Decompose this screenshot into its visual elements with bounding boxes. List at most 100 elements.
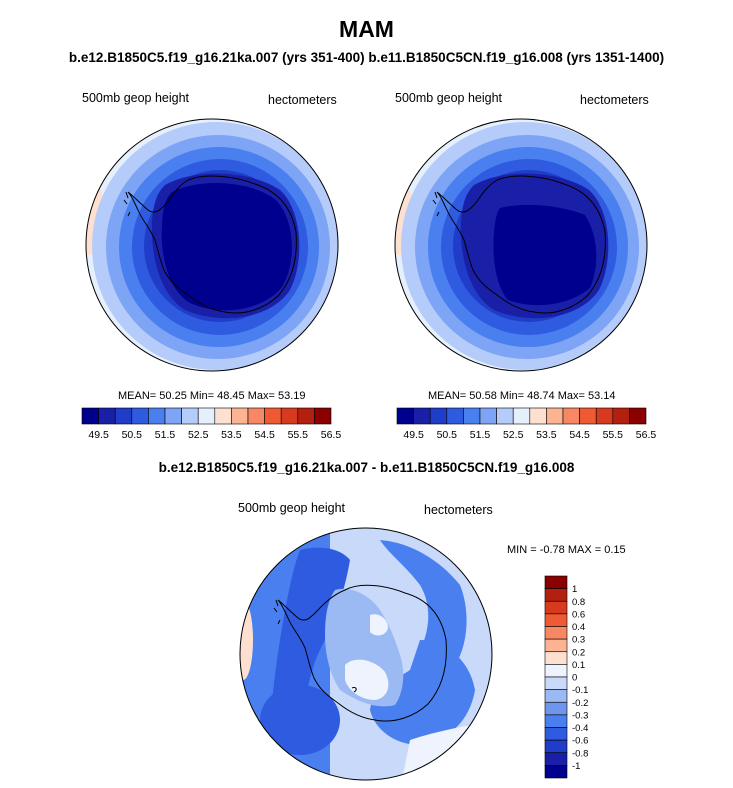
panel-2-min-label: Min= bbox=[499, 390, 525, 402]
figure-title: MAM bbox=[339, 16, 394, 42]
diff-colorbar-swatch bbox=[544, 638, 568, 653]
diff-colorbar-tick-label: 0.2 bbox=[572, 647, 585, 658]
panel-1-colorbar-tick-label: 55.5 bbox=[288, 429, 309, 441]
diff-colorbar-swatch bbox=[544, 651, 568, 665]
panel-1-colorbar-swatch bbox=[280, 407, 299, 425]
panel-2-colorbar-tick-label: 56.5 bbox=[636, 429, 657, 441]
diff-colorbar-swatch bbox=[544, 626, 568, 640]
panel-1-colorbar-tick-label: 54.5 bbox=[254, 429, 275, 441]
diff-colorbar bbox=[544, 575, 568, 779]
panel-2-colorbar-swatch bbox=[512, 407, 531, 425]
panel-2-colorbar-swatch bbox=[579, 407, 597, 425]
panel-2-max-value: 53.14 bbox=[587, 390, 616, 402]
diff-interior-spot bbox=[370, 614, 388, 636]
panel-2-mean-value: 50.58 bbox=[469, 390, 497, 402]
panel-1-colorbar-swatch bbox=[148, 407, 166, 425]
panel-1-units-label: hectometers bbox=[268, 93, 337, 107]
panel-1-stats: MEAN= 50.25 Min= 48.45 Max= 53.19 bbox=[118, 390, 306, 402]
diff-south-low bbox=[260, 685, 340, 755]
panel-2-colorbar-swatch bbox=[463, 407, 481, 425]
figure-subtitle: b.e12.B1850C5.f19_g16.21ka.007 (yrs 351-… bbox=[68, 50, 665, 65]
diff-southeast-band bbox=[370, 640, 475, 745]
diff-colorbar-swatch bbox=[544, 664, 568, 678]
panel-1-colorbar-tick-label: 53.5 bbox=[221, 429, 242, 441]
panel-2-colorbar-swatch bbox=[546, 407, 564, 425]
diff-min-max: MIN = -0.78 MAX = 0.15 bbox=[507, 544, 626, 556]
panel-1-colorbar-swatch bbox=[181, 407, 199, 425]
diff-colorbar-tick-label: 0 bbox=[572, 673, 577, 684]
panel-2-variable-label: 500mb geop height bbox=[395, 91, 503, 105]
panel-2-colorbar-swatch bbox=[479, 407, 497, 425]
diff-colorbar-swatch bbox=[544, 765, 568, 779]
panel-1-colorbar-swatch bbox=[297, 407, 315, 425]
panel-1-coastline bbox=[127, 175, 297, 314]
diff-colorbar-tick-label: 0.1 bbox=[572, 660, 585, 671]
panel-2-mean-label: MEAN= bbox=[428, 390, 467, 402]
diff-east-band bbox=[380, 540, 467, 660]
panel-1-colorbar-swatch bbox=[214, 407, 232, 425]
diff-colorbar-swatch bbox=[544, 575, 568, 589]
panel-1-mean-label: MEAN= bbox=[118, 390, 157, 402]
panel-1-colorbar-swatch bbox=[197, 407, 216, 425]
diff-colorbar-swatch bbox=[544, 600, 568, 615]
diff-boundary bbox=[239, 527, 493, 781]
panel-2-colorbar-tick-label: 55.5 bbox=[603, 429, 624, 441]
panel-2-colorbar-swatch bbox=[446, 407, 464, 425]
panel-2-coastline bbox=[436, 175, 606, 314]
panel-1-colorbar-swatch bbox=[131, 407, 149, 425]
panel-2-colorbar-tick-label: 49.5 bbox=[403, 429, 424, 441]
panel-1-colorbar-swatch bbox=[247, 407, 265, 425]
diff-colorbar-tick-label: 0.8 bbox=[572, 597, 585, 608]
panel-2-colorbar-tick-label: 52.5 bbox=[503, 429, 524, 441]
diff-map bbox=[240, 528, 492, 780]
panel-2-colorbar-tick-label: 54.5 bbox=[569, 429, 590, 441]
panel-2-colorbar-ticks: 49.5 50.5 51.5 52.5 53.5 54.5 55.5 56.5 bbox=[403, 429, 656, 441]
diff-colorbar-swatch bbox=[544, 676, 568, 690]
panel-1-colorbar-swatch bbox=[231, 407, 249, 425]
panel-1-colorbar-swatch bbox=[314, 407, 332, 425]
panel-2-min-value: 48.74 bbox=[527, 390, 555, 402]
panel-1-colorbar-tick-label: 52.5 bbox=[188, 429, 209, 441]
diff-colorbar-tick-label: -0.4 bbox=[572, 723, 588, 734]
panel-2-colorbar-swatch bbox=[496, 407, 514, 425]
panel-2-colorbar-tick-label: 50.5 bbox=[437, 429, 458, 441]
diff-colorbar-swatch bbox=[544, 588, 568, 602]
panel-1-variable-label: 500mb geop height bbox=[82, 91, 190, 105]
diff-coastline bbox=[277, 584, 447, 722]
panel-2-colorbar-swatch bbox=[413, 407, 431, 425]
panel-2-stats: MEAN= 50.58 Min= 48.74 Max= 53.14 bbox=[428, 390, 616, 402]
diff-colorbar-swatch bbox=[544, 739, 568, 754]
panel-2-boundary bbox=[394, 118, 648, 372]
diff-colorbar-tick-label: -1 bbox=[572, 761, 580, 772]
diff-colorbar-tick-label: -0.2 bbox=[572, 698, 588, 709]
diff-colorbar-tick-label: -0.6 bbox=[572, 736, 588, 747]
panel-2-colorbar bbox=[396, 407, 647, 425]
difference-title: b.e12.B1850C5.f19_g16.21ka.007 - b.e11.B… bbox=[158, 460, 575, 475]
panel-2-peninsula-islands bbox=[432, 191, 440, 217]
diff-colorbar-tick-label: 0.3 bbox=[572, 635, 585, 646]
diff-colorbar-swatch bbox=[544, 752, 568, 766]
panel-2-colorbar-swatch bbox=[562, 407, 580, 425]
panel-1-map bbox=[86, 119, 338, 371]
panel-1-min-value: 48.45 bbox=[217, 390, 245, 402]
panel-1-max-value: 53.19 bbox=[277, 390, 306, 402]
panel-1-colorbar-ticks: 49.5 50.5 51.5 52.5 53.5 54.5 55.5 56.5 bbox=[88, 429, 341, 441]
diff-colorbar-tick-label: -0.1 bbox=[572, 685, 588, 696]
panel-1-colorbar-swatch bbox=[164, 407, 182, 425]
diff-colorbar-ticks: 1 0.80.6 0.4 0.30.2 0.1 0-0.1 -0.2-0.3 -0.4 -0.6… bbox=[572, 584, 588, 772]
panel-2-colorbar-swatch bbox=[429, 407, 448, 425]
diff-colorbar-swatch bbox=[544, 613, 568, 627]
panel-1-colorbar-tick-label: 51.5 bbox=[155, 429, 176, 441]
panel-2-units-label: hectometers bbox=[580, 93, 649, 107]
diff-units-label: hectometers bbox=[424, 503, 493, 517]
panel-1-boundary bbox=[85, 118, 339, 372]
panel-1-colorbar-swatch bbox=[98, 407, 116, 425]
panel-1-colorbar-swatch bbox=[81, 407, 99, 425]
diff-west-core bbox=[270, 547, 350, 730]
panel-1-core bbox=[161, 182, 292, 311]
panel-1-colorbar-tick-label: 50.5 bbox=[122, 429, 143, 441]
diff-colorbar-tick-label: 0.6 bbox=[572, 609, 585, 620]
panel-1-colorbar-swatch bbox=[264, 407, 282, 425]
panel-1-colorbar bbox=[81, 407, 332, 425]
